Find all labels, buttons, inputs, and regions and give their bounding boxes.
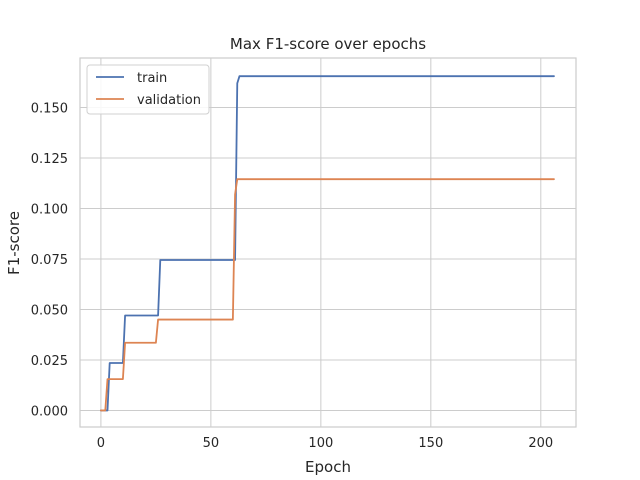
y-tick-label: 0.100 — [31, 202, 68, 217]
x-tick-label: 50 — [203, 436, 220, 451]
x-tick-label: 100 — [308, 436, 333, 451]
y-tick-label: 0.025 — [31, 354, 68, 369]
x-tick-label: 0 — [97, 436, 105, 451]
y-tick-label: 0.000 — [31, 404, 68, 419]
y-tick-label: 0.150 — [31, 101, 68, 116]
y-tick-label: 0.050 — [31, 303, 68, 318]
legend: train validation — [86, 64, 210, 115]
legend-label-train: train — [137, 71, 167, 86]
y-tick-label: 0.075 — [31, 253, 68, 268]
series-line-train — [100, 75, 555, 412]
series-lines — [100, 75, 555, 412]
y-axis-label: F1-score — [5, 211, 23, 275]
y-tick-label: 0.125 — [31, 152, 68, 167]
x-tick-label: 200 — [528, 436, 553, 451]
legend-label-validation: validation — [137, 93, 201, 108]
x-axis-label: Epoch — [305, 458, 351, 476]
tick-labels: 0 50 100 150 200 0.000 0.025 0.050 0.075 0.100 0.1… — [31, 101, 553, 451]
series-line-validation — [100, 178, 555, 412]
grid — [80, 58, 576, 427]
x-tick-label: 150 — [418, 436, 443, 451]
chart-title: Max F1-score over epochs — [230, 35, 426, 53]
plot-frame — [79, 57, 577, 428]
